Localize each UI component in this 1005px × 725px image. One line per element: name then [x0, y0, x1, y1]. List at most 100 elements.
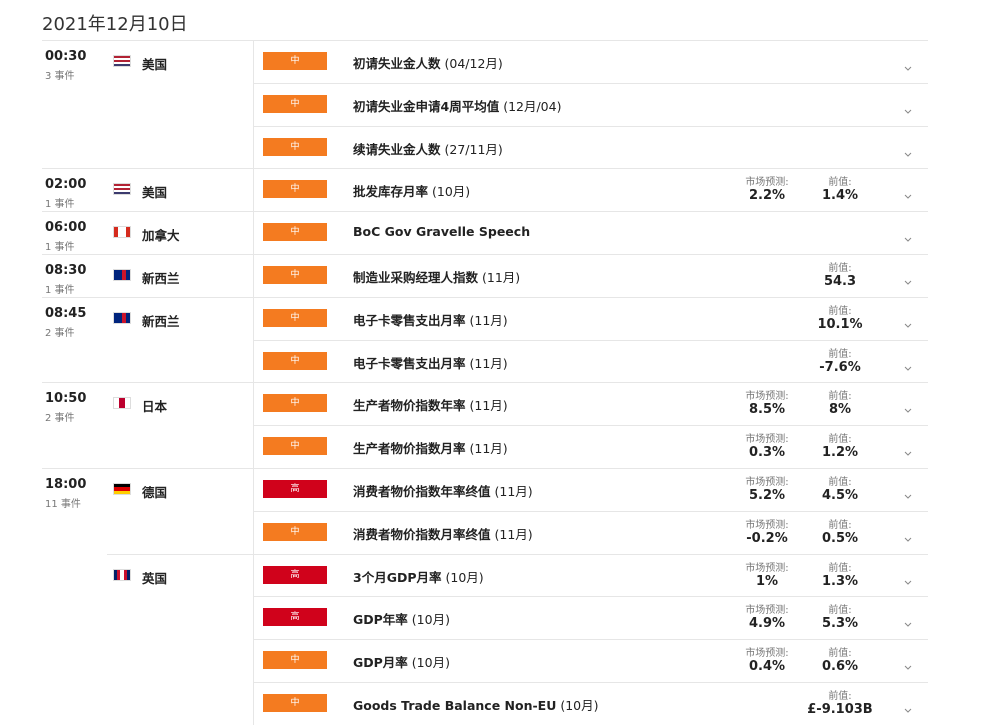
country-name: 英国	[142, 570, 168, 586]
chevron-icon	[904, 623, 912, 628]
importance-badge: 中	[263, 94, 327, 113]
event-period: (04/12月)	[444, 56, 503, 71]
row-divider	[42, 382, 928, 383]
chevron-icon	[904, 537, 912, 542]
previous-value: -7.6%	[819, 359, 861, 375]
expand-chevron[interactable]	[903, 186, 913, 200]
expand-chevron[interactable]	[903, 144, 913, 157]
flag-stripe	[114, 56, 130, 58]
row-divider	[253, 83, 928, 84]
row-divider	[42, 40, 928, 41]
expand-chevron[interactable]	[903, 572, 913, 585]
previous-label: 前值:	[828, 648, 852, 660]
flag-stripe	[118, 270, 122, 280]
event-period: (10月)	[411, 655, 450, 671]
importance-badge: 中	[263, 522, 327, 541]
flag-stripe	[114, 569, 118, 580]
event-title: 消费者物价指数月率终值 (11月)	[353, 524, 533, 543]
event-name: 批发库存月率	[353, 184, 429, 200]
previous-value: 10.1%	[817, 316, 863, 332]
event-name: 电子卡零售支出月率	[353, 312, 466, 328]
chevron-icon	[904, 195, 912, 200]
row-divider	[42, 468, 928, 469]
expand-chevron[interactable]	[903, 315, 913, 328]
forecast-value: 1%	[755, 573, 779, 589]
expand-chevron[interactable]	[903, 272, 913, 285]
flag-stripe	[123, 569, 127, 580]
previous-label: 前值:	[828, 477, 852, 488]
importance-badge: 中	[263, 694, 327, 712]
flag-stripe	[114, 484, 130, 488]
row-divider	[42, 297, 928, 298]
chevron-icon	[904, 152, 912, 157]
row-divider	[253, 126, 928, 127]
expand-chevron[interactable]	[903, 486, 913, 499]
event-count: 2 事件	[45, 413, 75, 425]
event-period: (11月)	[469, 355, 508, 371]
flag-stripe	[114, 64, 130, 66]
row-divider	[42, 254, 928, 255]
expand-chevron[interactable]	[903, 443, 913, 456]
country-name: 加拿大	[142, 228, 180, 244]
event-count: 1 事件	[45, 285, 75, 296]
event-period: (10月)	[445, 569, 484, 585]
event-title: 生产者物价指数月率 (11月)	[353, 438, 508, 457]
expand-chevron[interactable]	[903, 58, 913, 71]
importance-badge: 中	[263, 266, 327, 284]
expand-chevron[interactable]	[903, 101, 913, 114]
expand-chevron[interactable]	[903, 657, 913, 670]
flag-stripe	[122, 227, 126, 238]
event-time: 10:50	[45, 391, 87, 407]
country-name: 日本	[142, 399, 168, 415]
event-period: (10月)	[411, 612, 450, 628]
previous-label: 前值:	[828, 348, 852, 360]
event-period: (10月)	[560, 698, 599, 713]
previous-label: 前值:	[828, 519, 852, 531]
country-flag	[113, 55, 131, 67]
row-divider	[253, 511, 928, 512]
flag-stripe	[114, 184, 130, 187]
event-period: (11月)	[482, 270, 521, 285]
previous-value: 1.4%	[821, 188, 859, 204]
country-flag	[113, 183, 131, 196]
row-divider	[253, 340, 928, 341]
flag-stripe	[119, 398, 125, 409]
event-name: 电子卡零售支出月率	[353, 355, 466, 371]
event-title: Goods Trade Balance Non-EU (10月)	[353, 695, 599, 714]
importance-badge: 中	[263, 137, 327, 156]
flag-stripe	[114, 192, 130, 195]
previous-label: 前值:	[828, 305, 852, 317]
expand-chevron[interactable]	[903, 358, 913, 371]
event-count: 1 事件	[45, 199, 75, 211]
forecast-value: 8.5%	[748, 402, 786, 418]
expand-chevron[interactable]	[903, 700, 913, 713]
event-name: 3个月GDP月率	[353, 569, 442, 585]
event-name: 生产者物价指数年率	[353, 398, 466, 414]
flag-stripe	[126, 312, 130, 323]
flag-stripe	[114, 62, 130, 64]
previous-label: 前值:	[828, 177, 852, 189]
event-name: 消费者物价指数年率终值	[353, 484, 491, 499]
flag-stripe	[114, 186, 130, 189]
expand-chevron[interactable]	[903, 614, 913, 628]
expand-chevron[interactable]	[903, 400, 913, 414]
event-name: 初请失业金申请4周平均值	[353, 98, 500, 114]
country-flag	[113, 397, 131, 410]
previous-value: 0.6%	[821, 659, 859, 675]
previous-value: 0.5%	[821, 530, 859, 546]
event-count: 11 事件	[45, 499, 81, 510]
chevron-icon	[904, 494, 912, 499]
event-title: 初请失业金人数 (04/12月)	[353, 53, 503, 72]
expand-chevron[interactable]	[903, 229, 913, 242]
previous-value: 5.3%	[821, 616, 859, 632]
flag-stripe	[114, 490, 130, 494]
forecast-label: 市场预测:	[745, 391, 789, 403]
flag-stripe	[114, 188, 130, 191]
flag-stripe	[114, 487, 130, 491]
country-flag	[113, 226, 131, 239]
event-name: GDP月率	[353, 655, 408, 671]
event-time: 00:30	[45, 49, 87, 64]
expand-chevron[interactable]	[903, 529, 913, 542]
country-name: 美国	[142, 185, 168, 201]
